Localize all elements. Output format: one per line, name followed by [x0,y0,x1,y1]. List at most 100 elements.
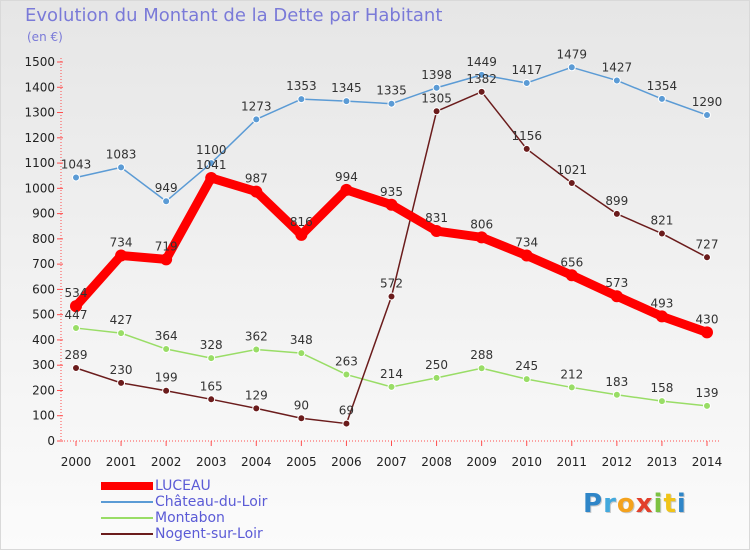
data-point [430,225,443,238]
data-label: 288 [470,348,493,362]
data-label: 348 [290,333,313,347]
data-point [701,326,713,339]
y-tick-label: 700 [32,257,55,271]
y-tick-label: 800 [32,232,55,246]
data-point [387,382,396,391]
data-label: 719 [155,239,178,253]
chart-unit: (en €) [27,30,63,44]
data-label: 1479 [557,47,588,61]
y-tick-label: 1000 [24,181,55,195]
data-label: 831 [425,211,448,225]
data-point [522,375,531,384]
data-point [703,111,711,120]
data-label: 1041 [196,158,227,172]
data-point [657,94,666,103]
data-point [115,249,128,262]
data-point [207,354,216,363]
y-tick-label: 1200 [24,131,55,145]
data-point [612,76,621,85]
data-point [252,345,261,354]
data-point [703,253,711,262]
y-tick-label: 300 [32,358,55,372]
data-point [657,229,666,238]
data-label: 734 [110,236,133,250]
data-point [432,107,441,116]
y-tick-label: 1400 [24,80,55,94]
data-label: 328 [200,338,223,352]
legend-swatch-montabon [101,517,153,519]
data-point [387,292,396,301]
data-point [385,198,398,211]
data-point [655,310,668,323]
data-point [612,390,621,399]
data-point [297,95,306,104]
data-label: 90 [294,398,309,412]
data-label: 949 [155,181,178,195]
data-label: 656 [560,255,583,269]
data-label: 1290 [692,95,723,109]
data-point [297,414,306,423]
data-point [522,144,531,153]
x-tick-label: 2014 [692,455,723,469]
data-point [252,115,261,124]
data-point [295,228,308,241]
data-label: 734 [515,236,538,250]
data-label: 935 [380,185,403,199]
data-point [252,404,261,413]
x-tick-label: 2009 [466,455,497,469]
data-label: 1273 [241,99,272,113]
data-label: 899 [605,194,628,208]
data-point [205,171,218,184]
data-point [567,63,576,72]
data-label: 245 [515,359,538,373]
data-label: 430 [696,312,719,326]
data-point [477,87,486,96]
data-label: 1345 [331,81,362,95]
data-label: 289 [65,348,88,362]
data-label: 1305 [421,91,452,105]
x-tick-label: 2005 [286,455,317,469]
data-label: 129 [245,388,268,402]
data-label: 139 [696,386,719,400]
data-label: 69 [339,404,354,418]
data-label: 994 [335,170,358,184]
data-label: 199 [155,371,178,385]
x-tick-label: 2013 [647,455,678,469]
proxiti-logo: Proxiti [583,489,687,519]
data-point [610,290,623,303]
y-tick-label: 1500 [24,55,55,69]
data-label: 1043 [61,157,92,171]
data-point [70,300,82,313]
data-label: 1417 [511,63,542,77]
x-tick-label: 2004 [241,455,272,469]
legend-label-chateau-du-loir: Château-du-Loir [155,494,268,510]
data-label: 987 [245,172,268,186]
data-point [342,97,351,106]
data-point [162,197,171,206]
legend-swatch-luceau [101,482,153,490]
y-tick-label: 600 [32,282,55,296]
y-tick-label: 200 [32,383,55,397]
data-point [432,373,441,382]
data-label: 816 [290,215,313,229]
data-point [297,349,306,358]
data-point [72,363,80,372]
data-label: 158 [650,381,673,395]
data-label: 821 [650,214,673,228]
data-label: 250 [425,358,448,372]
data-label: 534 [65,286,88,300]
data-point [522,78,531,87]
data-point [475,231,488,244]
data-label: 1382 [466,72,497,86]
data-label: 447 [65,308,88,322]
data-point [72,173,80,182]
data-point [612,209,621,218]
data-label: 572 [380,276,403,290]
data-label: 427 [110,313,133,327]
data-point [520,249,533,262]
y-tick-label: 900 [32,207,55,221]
data-label: 1156 [511,129,542,143]
data-point [160,253,173,266]
legend-swatch-chateau-du-loir [101,501,153,503]
